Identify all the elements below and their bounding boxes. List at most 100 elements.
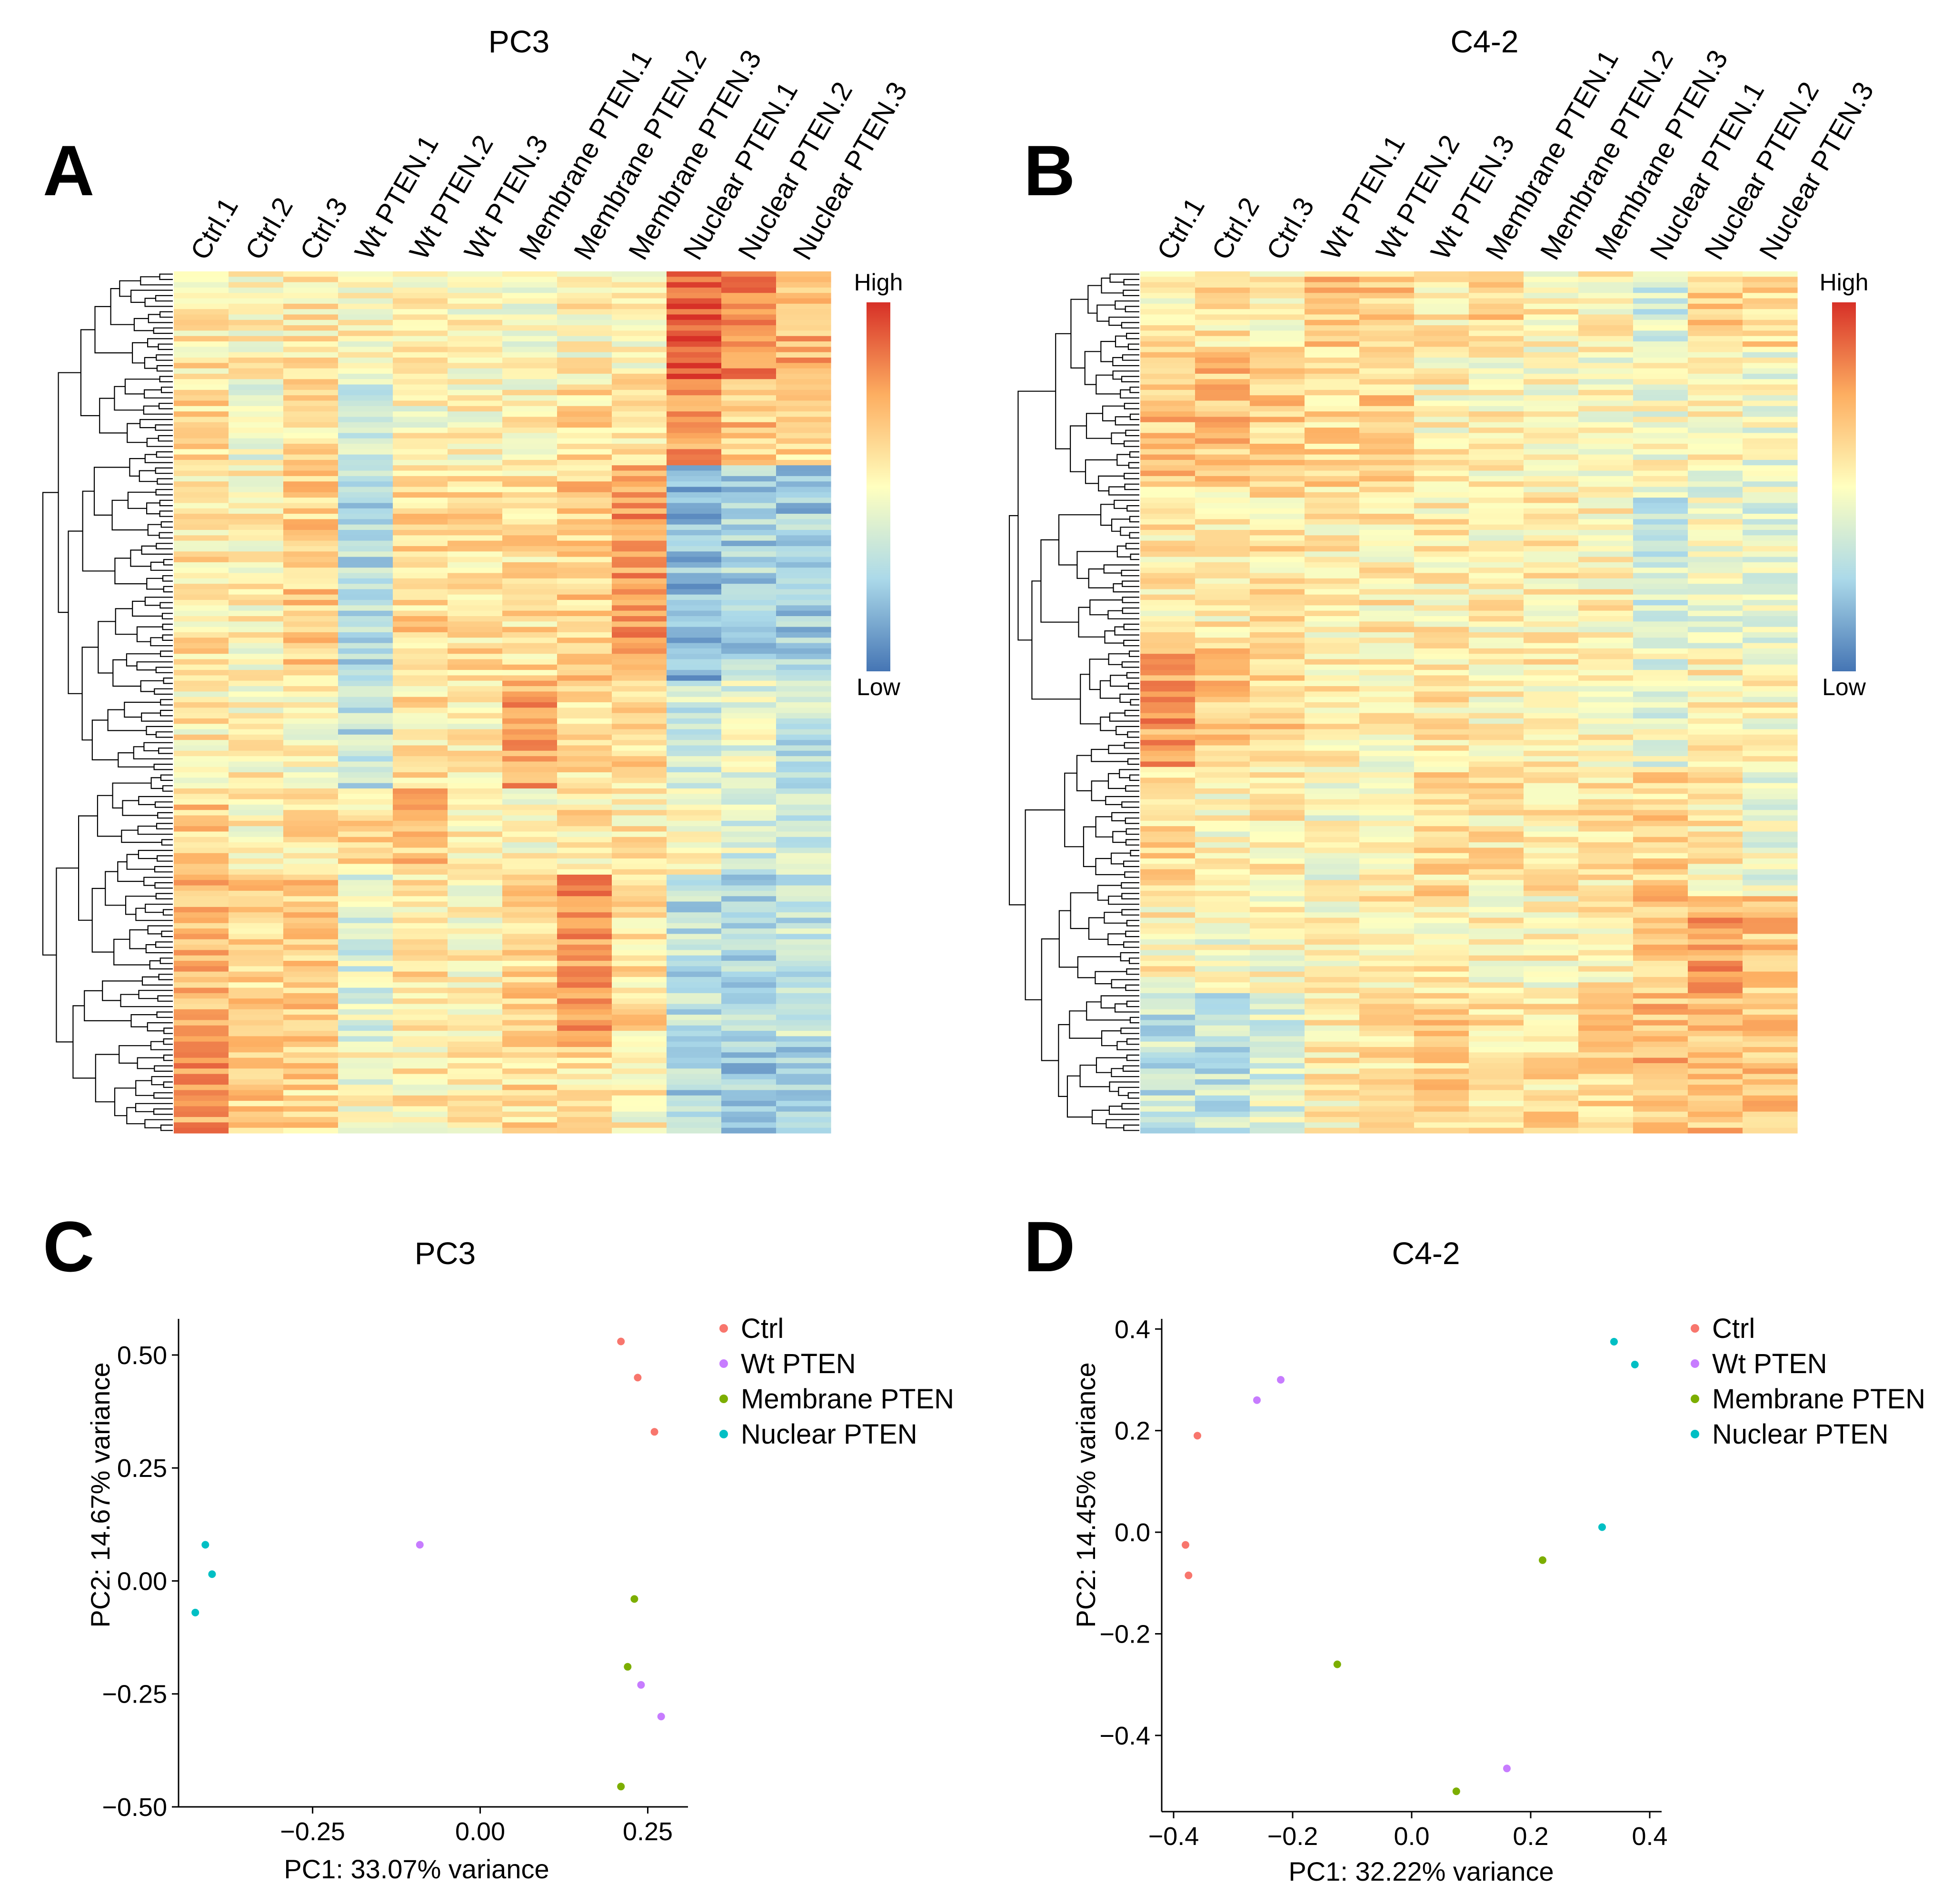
- heatmap-cell: [667, 982, 722, 988]
- heatmap-cell: [1250, 955, 1305, 961]
- heatmap-cell: [1578, 395, 1634, 401]
- heatmap-cell: [1688, 373, 1743, 379]
- heatmap-cell: [502, 341, 558, 347]
- heatmap-cell: [393, 761, 448, 768]
- heatmap-cell: [338, 465, 393, 471]
- heatmap-cell: [776, 1025, 831, 1031]
- heatmap-cell: [1195, 363, 1250, 369]
- heatmap-cell: [776, 616, 831, 622]
- heatmap-cell: [1524, 594, 1579, 600]
- heatmap-cell: [174, 945, 229, 950]
- heatmap-cell: [1469, 1117, 1524, 1123]
- scatter-d-axes: −0.4 −0.2 0.0 0.2 0.40.40.20.0−0.2−0.4: [1099, 1315, 1667, 1851]
- heatmap-cell: [1195, 993, 1250, 999]
- heatmap-cell: [1743, 1101, 1798, 1107]
- heatmap-cell: [1633, 680, 1688, 687]
- heatmap-cell: [1688, 632, 1743, 638]
- heatmap-cell: [393, 363, 448, 369]
- heatmap-cell: [174, 546, 229, 552]
- heatmap-cell: [1414, 718, 1469, 724]
- heatmap-cell: [448, 864, 503, 870]
- heatmap-cell: [174, 1009, 229, 1015]
- heatmap-cell: [1688, 1004, 1743, 1010]
- heatmap-cell: [393, 546, 448, 552]
- heatmap-cell: [502, 578, 558, 584]
- heatmap-cell: [448, 1052, 503, 1058]
- heatmap-cell: [1250, 837, 1305, 843]
- heatmap-cell: [612, 885, 667, 891]
- heatmap-cell: [1195, 842, 1250, 848]
- heatmap-cell: [338, 449, 393, 455]
- heatmap-cell: [721, 524, 777, 530]
- heatmap-cell: [1195, 1101, 1250, 1107]
- heatmap-cell: [1743, 309, 1798, 315]
- heatmap-cell: [667, 950, 722, 956]
- heatmap-cell: [1578, 389, 1634, 396]
- heatmap-cell: [1688, 1090, 1743, 1096]
- heatmap-cell: [1414, 724, 1469, 730]
- heatmap-cell: [721, 530, 777, 536]
- heatmap-cell: [1743, 664, 1798, 670]
- heatmap-cell: [557, 1117, 612, 1123]
- heatmap-cell: [1524, 293, 1579, 299]
- heatmap-cell: [1195, 745, 1250, 751]
- heatmap-cell: [174, 395, 229, 401]
- heatmap-cell: [174, 1025, 229, 1031]
- heatmap-cell: [1250, 282, 1305, 288]
- heatmap-cell: [1524, 368, 1579, 374]
- heatmap-cell: [338, 389, 393, 396]
- heatmap-cell: [776, 514, 831, 519]
- heatmap-cell: [393, 680, 448, 687]
- heatmap-cell: [1305, 664, 1360, 670]
- heatmap-cell: [174, 799, 229, 805]
- heatmap-cell: [174, 470, 229, 477]
- heatmap-cell: [1524, 503, 1579, 509]
- heatmap-cell: [721, 890, 777, 897]
- heatmap-cell: [1688, 820, 1743, 827]
- heatmap-cell: [1414, 998, 1469, 1005]
- heatmap-cell: [448, 756, 503, 762]
- heatmap-cell: [174, 373, 229, 379]
- data-point-ctrl: [1194, 1432, 1201, 1440]
- heatmap-cell: [1305, 917, 1360, 924]
- heatmap-cell: [338, 384, 393, 390]
- heatmap-cell: [1140, 961, 1196, 967]
- heatmap-cell: [1195, 438, 1250, 444]
- heatmap-cell: [448, 1122, 503, 1128]
- heatmap-cell: [393, 454, 448, 460]
- heatmap-cell: [502, 519, 558, 525]
- heatmap-cell: [1414, 1063, 1469, 1069]
- heatmap-cell: [448, 487, 503, 493]
- heatmap-cell: [1688, 713, 1743, 719]
- heatmap-cell: [229, 756, 284, 762]
- heatmap-cell: [667, 303, 722, 309]
- heatmap-cell: [1305, 459, 1360, 466]
- heatmap-cell: [338, 1036, 393, 1042]
- heatmap-cell: [338, 363, 393, 369]
- heatmap-cell: [1743, 379, 1798, 385]
- heatmap-cell: [1688, 864, 1743, 870]
- heatmap-cell: [612, 724, 667, 730]
- heatmap-cell: [174, 314, 229, 320]
- heatmap-cell: [448, 697, 503, 703]
- heatmap-cell: [283, 831, 339, 837]
- heatmap-cell: [557, 875, 612, 880]
- heatmap-cell: [1250, 481, 1305, 488]
- heatmap-cell: [393, 880, 448, 886]
- heatmap-cell: [557, 783, 612, 789]
- heatmap-cell: [1414, 907, 1469, 913]
- heatmap-cell: [174, 406, 229, 412]
- heatmap-cell: [776, 568, 831, 574]
- heatmap-cell: [1633, 498, 1688, 504]
- heatmap-cell: [229, 783, 284, 789]
- heatmap-cell: [776, 438, 831, 444]
- heatmap-cell: [1250, 1101, 1305, 1107]
- heatmap-cell: [502, 470, 558, 477]
- heatmap-cell: [1633, 309, 1688, 315]
- heatmap-cell: [1633, 1004, 1688, 1010]
- heatmap-cell: [1524, 853, 1579, 859]
- heatmap-cell: [1414, 600, 1469, 606]
- heatmap-cell: [1578, 578, 1634, 584]
- heatmap-cell: [1140, 837, 1196, 843]
- heatmap-cell: [1140, 459, 1196, 466]
